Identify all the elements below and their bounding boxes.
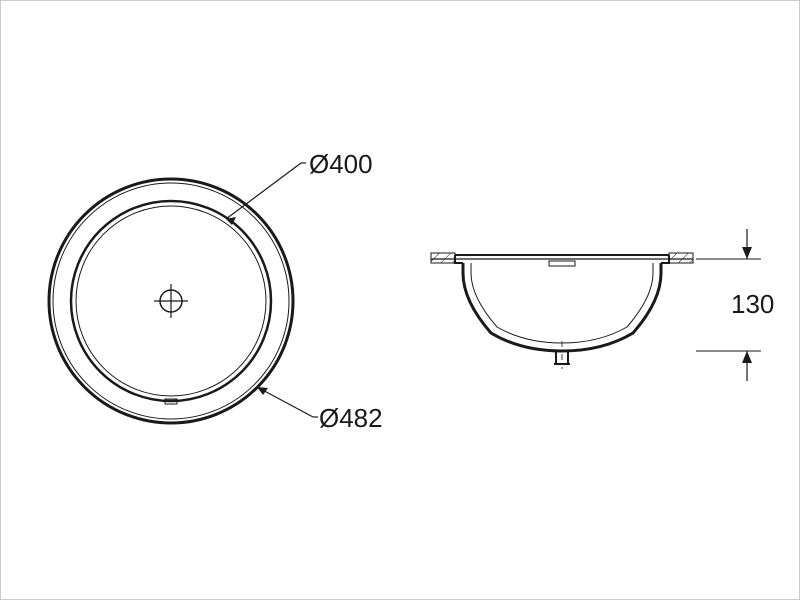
leader-outer-diameter bbox=[257, 387, 318, 417]
drain-stub-icon bbox=[554, 341, 570, 369]
technical-drawing-canvas: Ø400 Ø482 130 bbox=[0, 0, 800, 600]
label-inner-diameter: Ø400 bbox=[309, 149, 373, 180]
side-view bbox=[431, 229, 761, 381]
label-depth: 130 bbox=[731, 289, 774, 320]
top-view bbox=[49, 163, 318, 423]
drawing-svg bbox=[1, 1, 800, 600]
label-outer-diameter: Ø482 bbox=[319, 403, 383, 434]
leader-inner-diameter bbox=[226, 163, 306, 225]
drain-symbol-icon bbox=[154, 284, 188, 318]
